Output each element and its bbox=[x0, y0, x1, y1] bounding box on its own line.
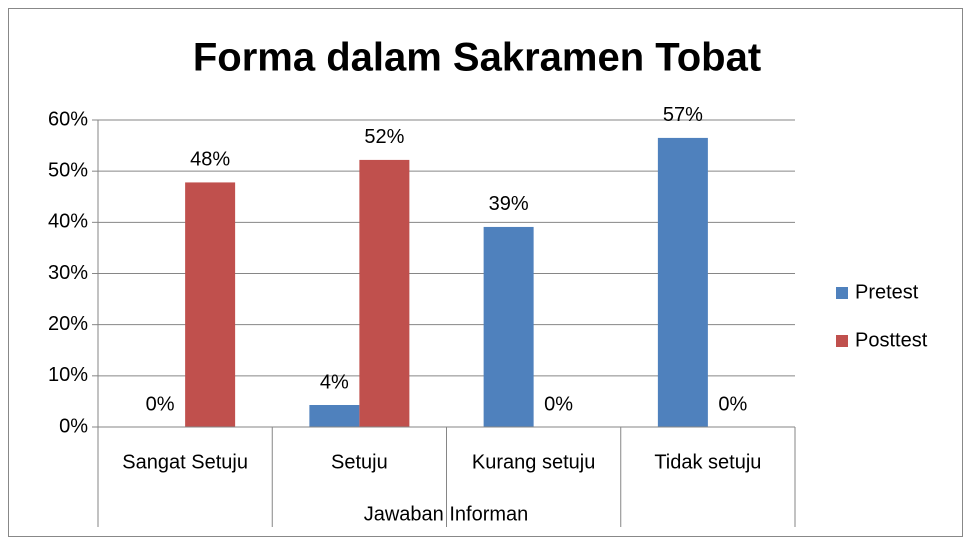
x-tick-label: Sangat Setuju bbox=[122, 451, 248, 473]
y-tick-label: 20% bbox=[48, 313, 88, 335]
data-label: 0% bbox=[544, 393, 573, 415]
legend-swatch bbox=[836, 335, 848, 347]
data-label: 48% bbox=[190, 149, 230, 171]
legend-swatch bbox=[836, 287, 848, 299]
chart-title: Forma dalam Sakramen Tobat bbox=[193, 36, 761, 80]
x-tick-label: Tidak setuju bbox=[654, 451, 761, 473]
y-tick-label: 30% bbox=[48, 262, 88, 284]
bar bbox=[359, 159, 410, 427]
data-label: 57% bbox=[663, 104, 703, 126]
x-tick-label: Setuju bbox=[331, 451, 388, 473]
bar bbox=[657, 137, 708, 428]
legend-label: Pretest bbox=[855, 281, 919, 303]
legend-label: Posttest bbox=[855, 329, 928, 351]
y-tick-label: 10% bbox=[48, 364, 88, 386]
data-label: 0% bbox=[146, 393, 175, 415]
bar bbox=[483, 226, 534, 427]
bar bbox=[309, 404, 360, 427]
data-label: 0% bbox=[718, 393, 747, 415]
y-tick-label: 50% bbox=[48, 159, 88, 181]
y-tick-label: 60% bbox=[48, 108, 88, 130]
y-tick-label: 40% bbox=[48, 211, 88, 233]
data-label: 4% bbox=[320, 371, 349, 393]
data-label: 39% bbox=[489, 193, 529, 215]
data-label: 52% bbox=[364, 126, 404, 148]
bar bbox=[185, 182, 236, 427]
y-tick-label: 0% bbox=[59, 415, 88, 437]
x-tick-label: Kurang setuju bbox=[472, 451, 595, 473]
